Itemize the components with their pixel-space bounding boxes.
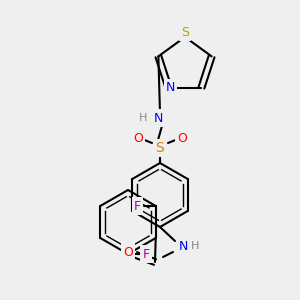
- Text: N: N: [166, 81, 175, 94]
- Text: F: F: [134, 200, 141, 212]
- Text: H: H: [139, 113, 147, 123]
- Text: H: H: [191, 241, 199, 251]
- Text: N: N: [153, 112, 163, 124]
- Text: O: O: [133, 131, 143, 145]
- Text: O: O: [123, 245, 133, 259]
- Text: O: O: [177, 131, 187, 145]
- Text: S: S: [156, 141, 164, 155]
- Text: N: N: [178, 239, 188, 253]
- Text: S: S: [181, 26, 189, 38]
- Text: F: F: [142, 248, 150, 260]
